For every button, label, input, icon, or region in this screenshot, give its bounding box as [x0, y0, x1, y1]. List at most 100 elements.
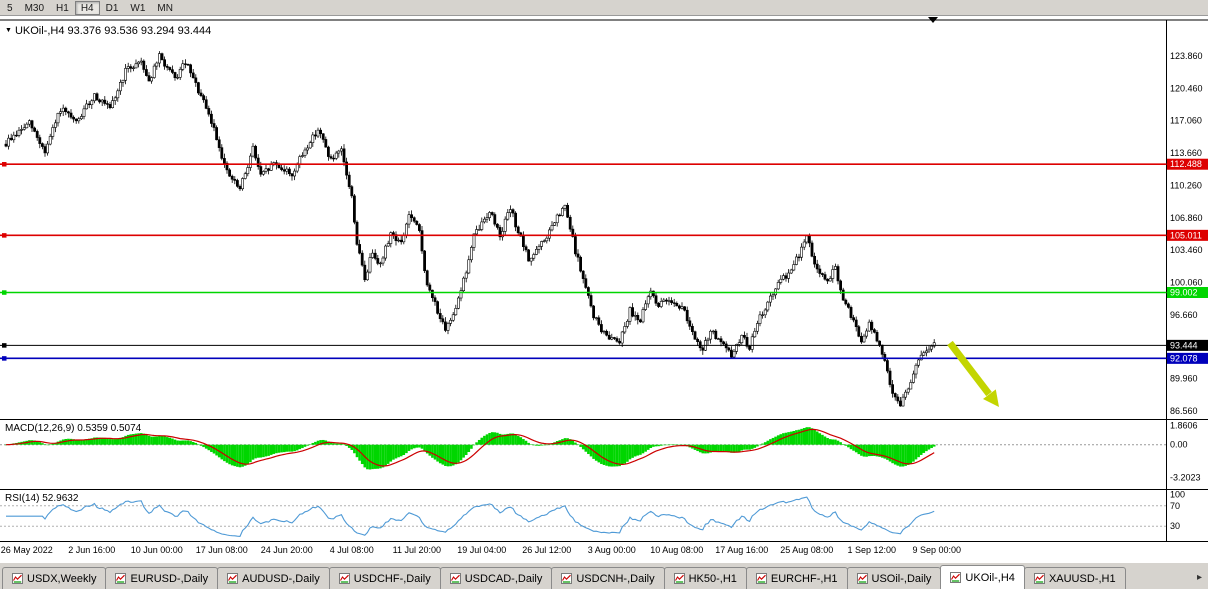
svg-text:17 Aug 16:00: 17 Aug 16:00	[715, 545, 768, 555]
svg-text:19 Jul 04:00: 19 Jul 04:00	[457, 545, 506, 555]
svg-text:100: 100	[1170, 490, 1185, 500]
tab-usdcnh-daily[interactable]: USDCNH-,Daily	[551, 567, 665, 589]
chart-icon	[1033, 573, 1045, 584]
svg-text:2 Jun 16:00: 2 Jun 16:00	[68, 545, 115, 555]
chart-icon	[449, 573, 461, 584]
chart-icon	[856, 573, 868, 584]
symbol-ohlc-label: ▼ UKOil-,H4 93.376 93.536 93.294 93.444	[5, 25, 211, 37]
timeframe-button-m30[interactable]: M30	[24, 2, 45, 14]
tab-audusd-daily[interactable]: AUDUSD-,Daily	[217, 567, 330, 589]
svg-text:1 Sep 12:00: 1 Sep 12:00	[848, 545, 897, 555]
hline-handle[interactable]	[2, 356, 7, 361]
svg-text:70: 70	[1170, 501, 1180, 511]
svg-text:110.260: 110.260	[1170, 180, 1202, 190]
tab-label: XAUUSD-,H1	[1048, 572, 1116, 585]
svg-text:123.860: 123.860	[1170, 51, 1203, 61]
hline-handle[interactable]	[2, 290, 7, 295]
chart-icon	[12, 573, 23, 584]
svg-text:96.660: 96.660	[1170, 310, 1198, 320]
timeframe-button-5[interactable]: 5	[7, 2, 13, 14]
tab-xauusd-h1[interactable]: XAUUSD-,H1	[1023, 567, 1126, 589]
tab-usdchf-daily[interactable]: USDCHF-,Daily	[328, 567, 441, 589]
svg-text:103.460: 103.460	[1170, 245, 1203, 255]
hline-handle[interactable]	[2, 233, 7, 238]
hline-handle[interactable]	[2, 343, 7, 348]
timeframe-toolbar: 5 M30 H1 H4 D1 W1 MN	[0, 0, 1208, 16]
svg-text:113.660: 113.660	[1170, 148, 1202, 158]
scroll-end-marker-icon[interactable]	[928, 17, 938, 23]
tab-usoil-daily[interactable]: USOil-,Daily	[846, 567, 942, 589]
rsi-indicator-label: RSI(14) 52.9632	[5, 493, 79, 504]
chart-icon	[950, 572, 962, 583]
hline-handle[interactable]	[2, 162, 7, 167]
timeframe-button-w1[interactable]: W1	[130, 2, 146, 14]
tab-eurusd-daily[interactable]: EURUSD-,Daily	[105, 567, 219, 589]
rsi-line	[6, 496, 935, 537]
price-badges: 112.488 105.011 99.002 93.444 92.078	[1167, 158, 1208, 364]
svg-text:26 May 2022: 26 May 2022	[1, 545, 53, 555]
tab-label: HK50-,H1	[688, 572, 737, 585]
svg-text:105.011: 105.011	[1170, 230, 1202, 240]
svg-text:17 Jun 08:00: 17 Jun 08:00	[196, 545, 248, 555]
tab-label: EURCHF-,H1	[770, 572, 838, 585]
tab-label: USDCNH-,Daily	[576, 572, 655, 585]
chart-tab-bar: USDX,Weekly EURUSD-,Daily AUDUSD-,Daily USD…	[0, 562, 1208, 589]
time-axis: 26 May 2022 2 Jun 16:00 10 Jun 00:00 17 Jun…	[1, 545, 961, 555]
chart-icon	[227, 573, 239, 584]
chart-icon	[338, 573, 350, 584]
timeframe-button-h1[interactable]: H1	[56, 2, 69, 14]
svg-text:30: 30	[1170, 521, 1180, 531]
chart-icon	[561, 573, 573, 584]
chart-icon	[115, 573, 127, 584]
macd-signal-line	[5, 428, 935, 467]
svg-text:10 Aug 08:00: 10 Aug 08:00	[650, 545, 703, 555]
tab-label: AUDUSD-,Daily	[242, 572, 320, 585]
svg-text:106.860: 106.860	[1170, 213, 1203, 223]
chevron-down-icon[interactable]: ▼	[5, 27, 12, 34]
tab-label: UKOil-,H4	[965, 571, 1015, 584]
candles	[4, 51, 936, 407]
svg-text:9 Sep 00:00: 9 Sep 00:00	[913, 545, 962, 555]
chart-window: 123.860 120.460 117.060 113.660 110.260 106.8…	[0, 16, 1208, 562]
tab-usdx-weekly[interactable]: USDX,Weekly	[2, 567, 107, 589]
tab-label: USDX,Weekly	[27, 572, 97, 585]
tab-label: USDCAD-,Daily	[464, 572, 543, 585]
price-chart: 123.860 120.460 117.060 113.660 110.260 106.8…	[0, 17, 1208, 555]
macd-indicator-label: MACD(12,26,9) 0.5359 0.5074	[5, 423, 142, 434]
svg-text:10 Jun 00:00: 10 Jun 00:00	[131, 545, 183, 555]
svg-text:-3.2023: -3.2023	[1170, 473, 1201, 483]
svg-text:25 Aug 08:00: 25 Aug 08:00	[780, 545, 833, 555]
tab-scroll-right-icon[interactable]: ▸	[1196, 572, 1202, 583]
svg-text:112.488: 112.488	[1170, 159, 1202, 169]
macd-scale: 1.8606 0.00 -3.2023	[1170, 421, 1201, 483]
svg-text:24 Jun 20:00: 24 Jun 20:00	[261, 545, 313, 555]
chart-icon	[755, 573, 767, 584]
tab-hk50-h1[interactable]: HK50-,H1	[663, 567, 747, 589]
svg-text:4 Jul 08:00: 4 Jul 08:00	[330, 545, 374, 555]
svg-text:92.078: 92.078	[1170, 353, 1198, 363]
timeframe-button-d1[interactable]: D1	[105, 2, 119, 14]
svg-text:3 Aug 00:00: 3 Aug 00:00	[588, 545, 636, 555]
chart-icon	[673, 573, 685, 584]
tab-label: EURUSD-,Daily	[130, 572, 209, 585]
symbol-ohlc-text: UKOil-,H4 93.376 93.536 93.294 93.444	[14, 25, 212, 37]
svg-text:11 Jul 20:00: 11 Jul 20:00	[393, 545, 441, 555]
tab-label: USDCHF-,Daily	[353, 572, 431, 585]
tab-eurchf-h1[interactable]: EURCHF-,H1	[745, 567, 848, 589]
svg-text:100.060: 100.060	[1170, 277, 1203, 287]
timeframe-button-mn[interactable]: MN	[157, 2, 173, 14]
tab-usdcad-daily[interactable]: USDCAD-,Daily	[439, 567, 553, 589]
svg-text:89.960: 89.960	[1170, 374, 1198, 384]
tab-ukoil-h4[interactable]: UKOil-,H4	[940, 565, 1025, 589]
svg-text:26 Jul 12:00: 26 Jul 12:00	[522, 545, 571, 555]
svg-text:1.8606: 1.8606	[1170, 421, 1198, 431]
pane-borders	[0, 19, 1208, 542]
svg-text:99.002: 99.002	[1170, 287, 1198, 297]
svg-text:120.460: 120.460	[1170, 83, 1203, 93]
trend-arrow[interactable]	[947, 340, 999, 407]
svg-text:93.444: 93.444	[1170, 340, 1198, 350]
timeframe-button-h4[interactable]: H4	[74, 0, 100, 15]
tab-label: USOil-,Daily	[871, 572, 932, 585]
svg-text:86.560: 86.560	[1170, 406, 1198, 416]
